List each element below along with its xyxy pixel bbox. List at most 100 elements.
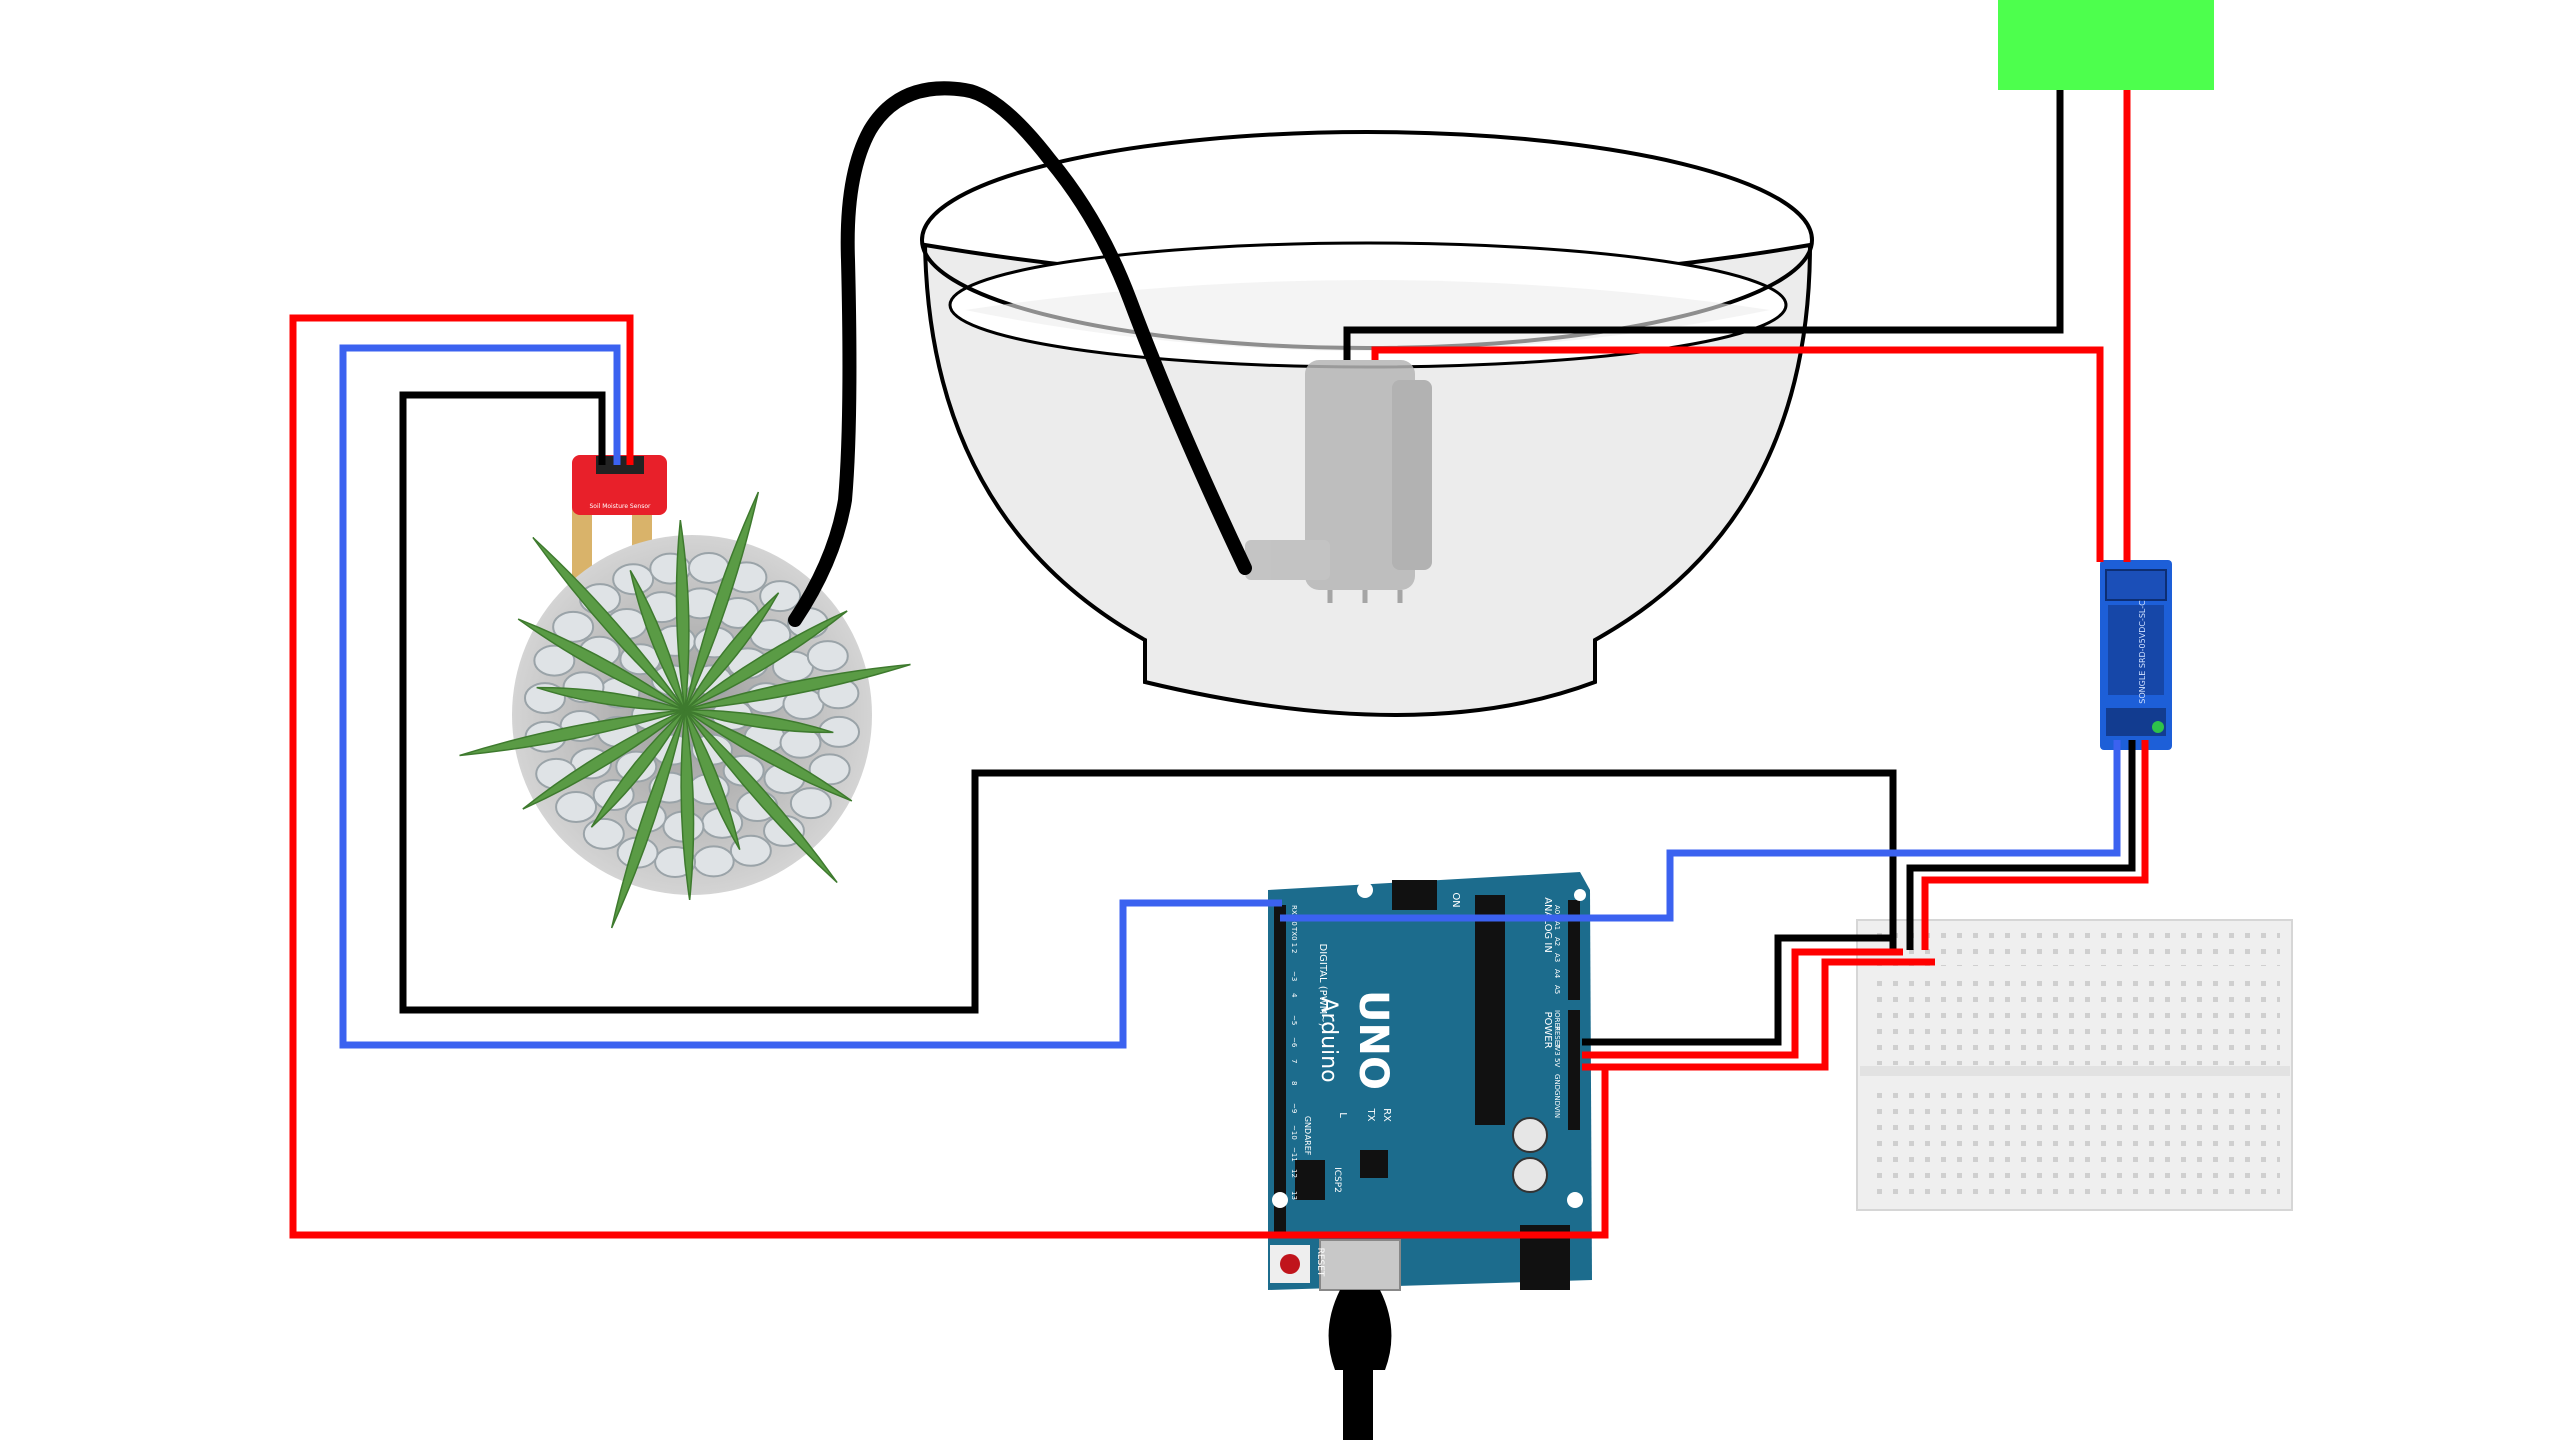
relay-signal-wire xyxy=(1280,740,2121,922)
water-tube xyxy=(788,81,1252,627)
relay-module: SONGLE SRD-05VDC-SL-C xyxy=(2100,560,2172,750)
pump-body-highlight xyxy=(1392,380,1432,570)
pebble xyxy=(789,787,832,820)
leaf xyxy=(684,709,834,734)
leaf xyxy=(684,610,848,711)
mount-hole-3 xyxy=(1567,1192,1583,1208)
power-header xyxy=(1568,900,1580,1000)
analog-pin-labels: A0 A1 A2 A3 A4 A5 xyxy=(1553,905,1561,994)
pin-label: 3V3 xyxy=(1553,1042,1561,1056)
leaf xyxy=(590,709,686,828)
pin-label: ~11 xyxy=(1290,1147,1298,1162)
leaf xyxy=(684,709,853,802)
leaf xyxy=(610,709,686,929)
aref-label: AREF xyxy=(1303,1135,1312,1156)
leaf xyxy=(629,569,686,711)
mount-hole-4 xyxy=(1574,889,1586,901)
breadboard-channel xyxy=(1860,1066,2290,1076)
leaf xyxy=(684,709,741,851)
leaf xyxy=(684,663,911,711)
relay-terminal-block xyxy=(2105,569,2167,601)
pebble xyxy=(729,834,772,867)
arduino-name-text: Arduino xyxy=(1316,997,1341,1082)
pin-label: TX0 1 xyxy=(1290,926,1298,947)
leaf xyxy=(532,536,686,711)
water-pump-icon xyxy=(1305,360,1415,590)
digital-header xyxy=(1274,905,1286,1235)
leaf xyxy=(684,709,838,884)
relay-label: SONGLE SRD-05VDC-SL-C xyxy=(2138,600,2147,704)
arduino-brand-text: UNO xyxy=(1350,990,1396,1090)
pebble xyxy=(808,753,851,786)
mount-hole-2 xyxy=(1272,1192,1288,1208)
sensor-label: Soil Moisture Sensor xyxy=(589,503,651,510)
pin-label: A1 xyxy=(1553,921,1561,930)
usb-cable xyxy=(1328,1290,1392,1440)
usb-cable-cord xyxy=(1343,1365,1373,1440)
pump-outlet xyxy=(1245,540,1330,580)
pin-label: A3 xyxy=(1553,953,1561,962)
reset-label: RESET xyxy=(1315,1248,1325,1277)
pin-label: 7 xyxy=(1290,1059,1298,1063)
pump-power-wire xyxy=(1371,346,2104,562)
mount-hole-1 xyxy=(1357,882,1373,898)
potted-plant xyxy=(459,491,911,929)
relay-vcc-wire xyxy=(1921,740,2149,950)
analog-header xyxy=(1568,1010,1580,1130)
relay-ground-wire xyxy=(1906,740,2136,950)
icsp-label: ICSP2 xyxy=(1332,1167,1342,1193)
arduino-5v-wire xyxy=(1582,948,1903,1059)
arduino-5v-wire-2 xyxy=(1582,958,1935,1071)
leaf xyxy=(684,491,760,711)
icsp-header xyxy=(1392,880,1437,910)
pebble xyxy=(806,640,849,673)
leaf xyxy=(517,618,686,711)
pin-label: 4 xyxy=(1290,993,1298,998)
pin-label: 5V xyxy=(1553,1058,1561,1067)
arduino-ground-wire xyxy=(1582,934,1893,1046)
power-supply xyxy=(1998,0,2214,90)
relay-led xyxy=(2152,721,2164,733)
leaf xyxy=(459,709,686,757)
rx-label: RX xyxy=(1381,1108,1392,1122)
pin-label: GND xyxy=(1553,1090,1561,1106)
pin-label: A0 xyxy=(1553,905,1561,914)
gnd-label: GND xyxy=(1303,1116,1312,1134)
pin-label: ~5 xyxy=(1290,1015,1298,1025)
capacitor-2 xyxy=(1512,1157,1548,1193)
breadboard-top-rail xyxy=(1870,930,2280,966)
wires xyxy=(289,81,2149,1239)
relay-coil xyxy=(2108,605,2164,695)
sensor-ground-wire xyxy=(399,391,1897,1014)
pin-label: 13 xyxy=(1290,1191,1298,1200)
usb-port xyxy=(1319,1239,1401,1291)
pebble xyxy=(692,845,735,878)
pin-label: ~6 xyxy=(1290,1037,1298,1048)
power-label: POWER xyxy=(1542,1011,1553,1048)
atmega-chip xyxy=(1475,895,1505,1125)
arduino-logo: UNO Arduino xyxy=(1316,990,1396,1090)
usb-cable-icon xyxy=(1328,1290,1392,1370)
on-label: ON xyxy=(1450,892,1461,907)
icsp2-header xyxy=(1295,1160,1325,1200)
tx-label: TX xyxy=(1365,1108,1376,1122)
water-pump xyxy=(1245,360,1432,603)
pebble xyxy=(533,644,576,677)
digital-label: DIGITAL (PWM~) xyxy=(1317,944,1328,1027)
analog-label: ANALOG IN xyxy=(1542,897,1553,953)
pin-label: RESET xyxy=(1553,1026,1561,1049)
l-label: L xyxy=(1337,1112,1348,1118)
pin-label: 12 xyxy=(1290,1169,1298,1178)
leaf xyxy=(536,686,686,711)
leaf xyxy=(675,519,690,711)
power-supply-icon xyxy=(1998,0,2214,90)
pin-label: IOREF xyxy=(1553,1010,1561,1031)
leaf xyxy=(522,709,686,810)
pebble xyxy=(552,610,595,643)
leaf xyxy=(684,592,780,711)
arduino-uno-board-icon xyxy=(1268,872,1592,1290)
pin-label: 8 xyxy=(1290,1081,1298,1085)
breadboard-lower-grid xyxy=(1870,1082,2280,1162)
pin-label: A5 xyxy=(1553,985,1561,994)
